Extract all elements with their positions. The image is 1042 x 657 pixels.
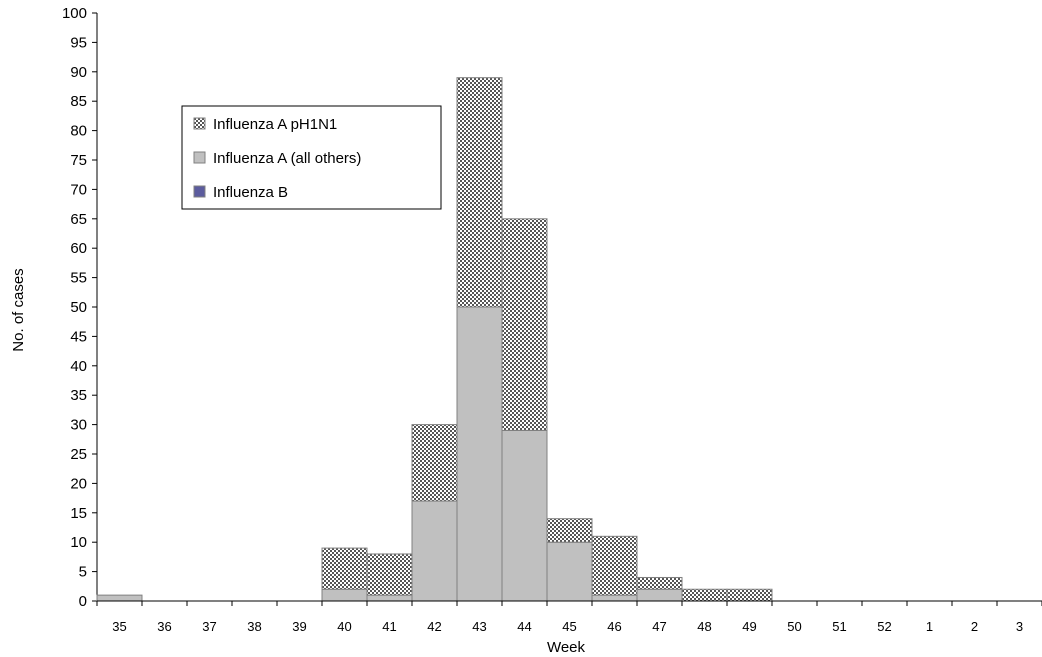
bar-influenza-a-ph1n1-44	[502, 219, 547, 431]
y-tick-label: 60	[70, 240, 87, 257]
x-tick-label: 42	[427, 619, 441, 634]
y-tick-label: 5	[79, 564, 87, 581]
y-tick-label: 100	[62, 5, 87, 22]
y-tick-label: 85	[70, 93, 87, 110]
x-tick-label: 46	[607, 619, 621, 634]
x-tick-label: 44	[517, 619, 531, 634]
y-tick-label: 55	[70, 270, 87, 287]
x-tick-label: 36	[157, 619, 171, 634]
legend-swatch	[194, 118, 205, 129]
legend-label: Influenza B	[213, 184, 288, 201]
bar-influenza-a-ph1n1-45	[547, 519, 592, 543]
bar-influenza-a-ph1n1-40	[322, 548, 367, 589]
y-tick-label: 80	[70, 123, 87, 140]
bar-influenza-a-ph1n1-46	[592, 536, 637, 595]
x-tick-label: 2	[971, 619, 978, 634]
x-tick-label: 45	[562, 619, 576, 634]
y-tick-label: 50	[70, 299, 87, 316]
bar-influenza-a-ph1n1-49	[727, 589, 772, 601]
bar-influenza-a-ph1n1-43	[457, 78, 502, 307]
x-axis: 35 36 37 38 39 40 41 42 43 44 45 46 47 48 49 50 51 52 1 2 3	[97, 601, 1042, 634]
bar-influenza-a-all-others--45	[547, 542, 592, 601]
bar-influenza-a-all-others--35	[97, 595, 142, 601]
y-tick-label: 90	[70, 64, 87, 81]
bar-influenza-a-all-others--47	[637, 589, 682, 601]
bar-influenza-a-ph1n1-41	[367, 554, 412, 595]
y-tick-label: 45	[70, 328, 87, 345]
y-tick-label: 35	[70, 387, 87, 404]
x-tick-label: 49	[742, 619, 756, 634]
y-tick-label: 20	[70, 475, 87, 492]
y-tick-label: 40	[70, 358, 87, 375]
x-tick-label: 39	[292, 619, 306, 634]
bar-influenza-a-all-others--43	[457, 307, 502, 601]
bar-influenza-a-ph1n1-48	[682, 589, 727, 601]
legend-swatch	[194, 152, 205, 163]
y-tick-label: 10	[70, 534, 87, 551]
bar-influenza-a-all-others--44	[502, 430, 547, 601]
x-tick-label: 41	[382, 619, 396, 634]
y-tick-label: 25	[70, 446, 87, 463]
x-tick-label: 40	[337, 619, 351, 634]
y-tick-label: 15	[70, 505, 87, 522]
x-axis-label: Week	[547, 639, 586, 656]
legend-swatch	[194, 186, 205, 197]
legend-label: Influenza A pH1N1	[213, 116, 337, 133]
legend-label: Influenza A (all others)	[213, 150, 361, 167]
y-tick-label: 70	[70, 181, 87, 198]
bar-influenza-a-all-others--41	[367, 595, 412, 601]
bar-influenza-a-all-others--42	[412, 501, 457, 601]
bar-influenza-a-ph1n1-42	[412, 425, 457, 501]
x-tick-label: 50	[787, 619, 801, 634]
bar-influenza-a-all-others--46	[592, 595, 637, 601]
y-tick-label: 30	[70, 417, 87, 434]
x-tick-label: 47	[652, 619, 666, 634]
y-tick-label: 95	[70, 34, 87, 51]
legend: Influenza A pH1N1 Influenza A (all others…	[182, 106, 441, 209]
y-tick-label: 65	[70, 211, 87, 228]
y-axis-label: No. of cases	[10, 268, 27, 351]
x-tick-label: 43	[472, 619, 486, 634]
y-tick-label: 0	[79, 593, 87, 610]
y-axis: 0 5 10 15 20 25 30 35 40 45 50 55 60 65 70 75 80 85 90 95 10…	[62, 5, 97, 610]
x-tick-label: 3	[1016, 619, 1023, 634]
bar-influenza-a-all-others--40	[322, 589, 367, 601]
x-tick-label: 48	[697, 619, 711, 634]
x-tick-label: 52	[877, 619, 891, 634]
bar-influenza-a-ph1n1-47	[637, 577, 682, 589]
x-tick-label: 51	[832, 619, 846, 634]
x-tick-label: 37	[202, 619, 216, 634]
x-tick-label: 35	[112, 619, 126, 634]
y-tick-label: 75	[70, 152, 87, 169]
x-tick-label: 1	[926, 619, 933, 634]
x-tick-label: 38	[247, 619, 261, 634]
